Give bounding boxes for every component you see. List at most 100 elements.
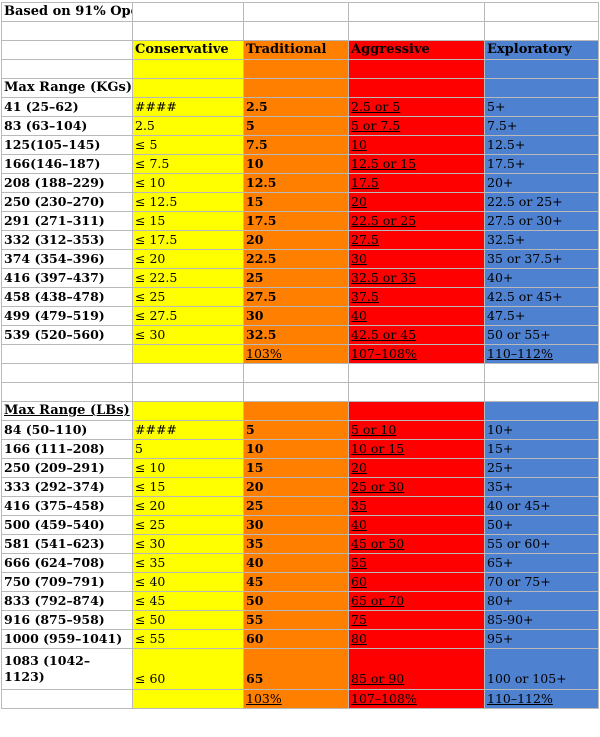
aggressive-cell: 25 or 30: [348, 477, 485, 497]
range-cell: 750 (709–791): [1, 572, 133, 592]
attempt-table: Based on 91% Opener Conservative Traditi…: [1, 2, 599, 709]
conservative-cell: ≤ 27.5: [132, 306, 244, 326]
conservative-cell: ≤ 15: [132, 211, 244, 231]
traditional-cell: 5: [243, 116, 349, 136]
table-row: 333 (292–374) ≤ 15 20 25 or 30 35+: [1, 477, 599, 497]
conservative-cell: ≤ 35: [132, 553, 244, 573]
traditional-cell: 65: [243, 648, 349, 690]
traditional-cell: 5: [243, 420, 349, 440]
table-row: 84 (50–110) #### 5 5 or 10 10+: [1, 420, 599, 440]
exploratory-cell: 15+: [484, 439, 599, 459]
aggressive-cell: 5 or 10: [348, 420, 485, 440]
aggressive-cell: 35: [348, 496, 485, 516]
table-row: 750 (709–791) ≤ 40 45 60 70 or 75+: [1, 572, 599, 592]
traditional-cell: 20: [243, 477, 349, 497]
traditional-cell: 45: [243, 572, 349, 592]
aggressive-cell: 27.5: [348, 230, 485, 250]
table-title: Based on 91% Opener: [1, 2, 133, 22]
traditional-cell: 50: [243, 591, 349, 611]
exploratory-cell: 17.5+: [484, 154, 599, 174]
table-row: 458 (438–478) ≤ 25 27.5 37.5 42.5 or 45+: [1, 287, 599, 307]
conservative-cell: ≤ 5: [132, 135, 244, 155]
range-cell: 833 (792–874): [1, 591, 133, 611]
conservative-cell: ≤ 40: [132, 572, 244, 592]
traditional-cell: 40: [243, 553, 349, 573]
table-row: 332 (312–353) ≤ 17.5 20 27.5 32.5+: [1, 230, 599, 250]
range-cell: 416 (375–458): [1, 496, 133, 516]
exploratory-cell: 100 or 105+: [484, 648, 599, 690]
header-aggressive: Aggressive: [348, 40, 485, 60]
traditional-cell: 30: [243, 306, 349, 326]
spacer-row: [1, 382, 599, 402]
exploratory-cell: 85-90+: [484, 610, 599, 630]
aggressive-cell: 37.5: [348, 287, 485, 307]
range-cell: 416 (397–437): [1, 268, 133, 288]
table-row: 416 (397–437) ≤ 22.5 25 32.5 or 35 40+: [1, 268, 599, 288]
exploratory-cell: 25+: [484, 458, 599, 478]
range-cell: 666 (624–708): [1, 553, 133, 573]
exploratory-cell: 10+: [484, 420, 599, 440]
exploratory-cell: 12.5+: [484, 135, 599, 155]
exploratory-cell: 27.5 or 30+: [484, 211, 599, 231]
exploratory-cell: 70 or 75+: [484, 572, 599, 592]
table-row: 416 (375–458) ≤ 20 25 35 40 or 45+: [1, 496, 599, 516]
conservative-cell: ≤ 25: [132, 287, 244, 307]
traditional-cell: 22.5: [243, 249, 349, 269]
range-cell: 41 (25–62): [1, 97, 133, 117]
conservative-cell: ≤ 12.5: [132, 192, 244, 212]
range-cell: 581 (541–623): [1, 534, 133, 554]
exploratory-cell: 80+: [484, 591, 599, 611]
traditional-cell: 27.5: [243, 287, 349, 307]
traditional-cell: 10: [243, 439, 349, 459]
exploratory-cell: 47.5+: [484, 306, 599, 326]
table-row: 166 (111–208) 5 10 10 or 15 15+: [1, 439, 599, 459]
table-row: 250 (209–291) ≤ 10 15 20 25+: [1, 458, 599, 478]
conservative-cell: ≤ 45: [132, 591, 244, 611]
range-cell: 83 (63–104): [1, 116, 133, 136]
table-row: 208 (188–229) ≤ 10 12.5 17.5 20+: [1, 173, 599, 193]
traditional-cell: 7.5: [243, 135, 349, 155]
conservative-cell: ####: [132, 420, 244, 440]
range-cell: 500 (459–540): [1, 515, 133, 535]
percent-aggressive: 107–108%: [348, 344, 485, 364]
aggressive-cell: 22.5 or 25: [348, 211, 485, 231]
traditional-cell: 15: [243, 458, 349, 478]
conservative-cell: ≤ 30: [132, 325, 244, 345]
range-cell: 1000 (959–1041): [1, 629, 133, 649]
conservative-cell: ≤ 15: [132, 477, 244, 497]
kg-label-row: Max Range (KGs): [1, 78, 599, 98]
aggressive-cell: 5 or 7.5: [348, 116, 485, 136]
exploratory-cell: 35 or 37.5+: [484, 249, 599, 269]
aggressive-cell: 75: [348, 610, 485, 630]
table-row: 499 (479–519) ≤ 27.5 30 40 47.5+: [1, 306, 599, 326]
conservative-cell: ≤ 20: [132, 496, 244, 516]
exploratory-cell: 20+: [484, 173, 599, 193]
header-exploratory: Exploratory: [484, 40, 599, 60]
conservative-cell: ≤ 17.5: [132, 230, 244, 250]
conservative-cell: ≤ 20: [132, 249, 244, 269]
exploratory-cell: 50+: [484, 515, 599, 535]
conservative-cell: ≤ 55: [132, 629, 244, 649]
table-body: Based on 91% Opener Conservative Traditi…: [1, 2, 599, 709]
table-row: 41 (25–62) #### 2.5 2.5 or 5 5+: [1, 97, 599, 117]
aggressive-cell: 32.5 or 35: [348, 268, 485, 288]
conservative-cell: ≤ 10: [132, 458, 244, 478]
range-cell: 916 (875–958): [1, 610, 133, 630]
lb-label-row: Max Range (LBs): [1, 401, 599, 421]
aggressive-cell: 85 or 90: [348, 648, 485, 690]
header-row: Conservative Traditional Aggressive Expl…: [1, 40, 599, 60]
conservative-cell: ≤ 7.5: [132, 154, 244, 174]
aggressive-cell: 40: [348, 515, 485, 535]
exploratory-cell: 50 or 55+: [484, 325, 599, 345]
exploratory-cell: 65+: [484, 553, 599, 573]
range-cell: 125(105–145): [1, 135, 133, 155]
table-row: 916 (875–958) ≤ 50 55 75 85-90+: [1, 610, 599, 630]
aggressive-cell: 60: [348, 572, 485, 592]
conservative-cell: ≤ 25: [132, 515, 244, 535]
range-cell: 374 (354–396): [1, 249, 133, 269]
conservative-cell: ≤ 10: [132, 173, 244, 193]
aggressive-cell: 65 or 70: [348, 591, 485, 611]
range-cell: 333 (292–374): [1, 477, 133, 497]
percent-traditional: 103%: [243, 689, 349, 709]
traditional-cell: 25: [243, 268, 349, 288]
